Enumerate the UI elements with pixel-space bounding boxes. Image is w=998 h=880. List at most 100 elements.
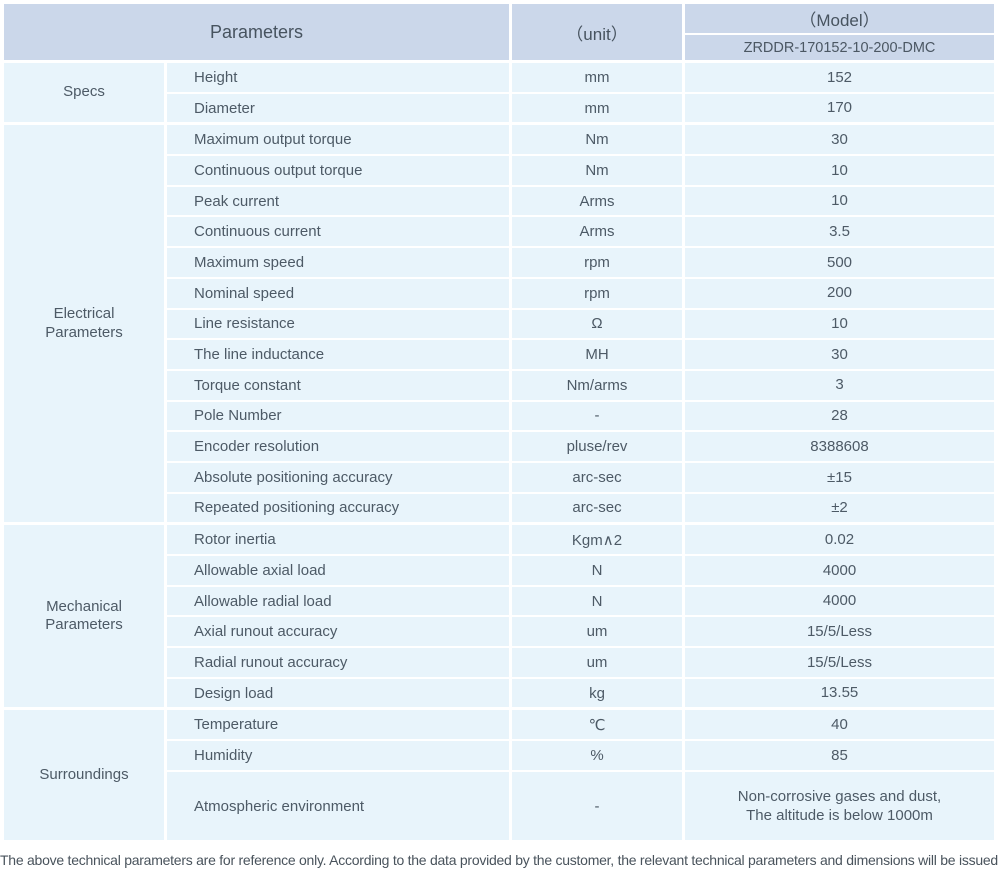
model-value: 85	[685, 741, 994, 770]
parameter-name: The line inductance	[167, 340, 509, 369]
table-body: Specs Height mm 152 Diameter mm 170 Electrical …	[4, 63, 994, 841]
parameter-name: Rotor inertia	[167, 525, 509, 554]
model-value: 200	[685, 278, 994, 308]
model-value: 152	[685, 63, 994, 92]
model-value: 30	[685, 340, 994, 369]
table-row: Line resistance Ω 10	[167, 309, 994, 339]
table-row: Torque constant Nm/arms 3	[167, 370, 994, 400]
parameter-name: Maximum speed	[167, 248, 509, 277]
table-row: Rotor inertia Kgm∧2 0.02	[167, 525, 994, 554]
model-value: 15/5/Less	[685, 617, 994, 647]
table-row: Humidity% 85	[167, 741, 994, 770]
unit-value: Nm	[512, 156, 682, 185]
unit-value: um	[512, 648, 682, 677]
group-cell: Specs	[4, 63, 164, 123]
parameter-name: Axial runout accuracy	[167, 617, 509, 647]
parameter-name: Pole Number	[167, 401, 509, 431]
unit-value: Nm/arms	[512, 370, 682, 400]
model-value: 13.55	[685, 678, 994, 708]
parameter-name: Continuous output torque	[167, 156, 509, 185]
model-value: 10	[685, 186, 994, 216]
group-cell: Electrical Parameters	[4, 125, 164, 523]
parameter-name: Allowable radial load	[167, 586, 509, 616]
unit-value: -	[512, 401, 682, 431]
table-section: Mechanical Parameters Rotor inertia Kgm∧2 0…	[4, 525, 994, 708]
table-row: Continuous output torque Nm 10	[167, 156, 994, 185]
footer-note: The above technical parameters are for r…	[0, 852, 998, 868]
table-row: Axial runout accuracy um 15/5/Less	[167, 617, 994, 647]
parameter-name: Line resistance	[167, 309, 509, 339]
parameter-name: Humidity	[167, 741, 509, 770]
parameter-name: Atmospheric environment	[167, 771, 509, 841]
table-row: Pole Number -28	[167, 401, 994, 431]
table-row: Allowable radial load N 4000	[167, 586, 994, 616]
section-rows: Maximum output torque Nm 30 Continuous outp…	[167, 125, 994, 523]
model-value: 40	[685, 710, 994, 740]
table-row: Absolute positioning accuracy arc-sec ±15	[167, 462, 994, 492]
unit-value: Kgm∧2	[512, 525, 682, 554]
header-unit: （unit）	[512, 4, 682, 60]
table-section: Surroundings Temperature ℃ 40 Humidity% 85 Atm…	[4, 710, 994, 841]
table-row: Maximum speed rpm 500	[167, 248, 994, 277]
table-row: Continuous current Arms 3.5	[167, 217, 994, 247]
unit-value: ℃	[512, 710, 682, 740]
parameter-name: Nominal speed	[167, 278, 509, 308]
spec-table: Parameters （unit） （Model） ZRDDR-170152-1…	[4, 4, 994, 841]
unit-value: %	[512, 741, 682, 770]
table-header-row: Parameters （unit） （Model） ZRDDR-170152-1…	[4, 4, 994, 60]
parameter-name: Temperature	[167, 710, 509, 740]
unit-value: -	[512, 771, 682, 841]
model-value: 30	[685, 125, 994, 155]
parameter-name: Height	[167, 63, 509, 92]
unit-value: MH	[512, 340, 682, 369]
unit-value: arc-sec	[512, 462, 682, 492]
table-row: Height mm 152	[167, 63, 994, 92]
model-value: 8388608	[685, 432, 994, 461]
unit-value: rpm	[512, 278, 682, 308]
table-row: Allowable axial load N 4000	[167, 556, 994, 585]
table-row: Maximum output torque Nm 30	[167, 125, 994, 155]
unit-value: um	[512, 617, 682, 647]
parameter-name: Encoder resolution	[167, 432, 509, 461]
parameter-name: Torque constant	[167, 370, 509, 400]
table-row: Repeated positioning accuracy arc-sec ±2	[167, 493, 994, 523]
model-value: Non-corrosive gases and dust, The altitu…	[685, 771, 994, 841]
parameter-name: Maximum output torque	[167, 125, 509, 155]
table-row: Encoder resolution pluse/rev 8388608	[167, 432, 994, 461]
model-value: 3.5	[685, 217, 994, 247]
model-value: 15/5/Less	[685, 648, 994, 677]
parameter-name: Design load	[167, 678, 509, 708]
unit-value: Ω	[512, 309, 682, 339]
section-rows: Height mm 152 Diameter mm 170	[167, 63, 994, 123]
model-value: 0.02	[685, 525, 994, 554]
parameter-name: Repeated positioning accuracy	[167, 493, 509, 523]
table-row: Radial runout accuracy um 15/5/Less	[167, 648, 994, 677]
table-section: Electrical Parameters Maximum output torq…	[4, 125, 994, 523]
model-value: 3	[685, 370, 994, 400]
model-value: 10	[685, 309, 994, 339]
unit-value: N	[512, 556, 682, 585]
table-row: Design load kg 13.55	[167, 678, 994, 708]
model-value: 28	[685, 401, 994, 431]
unit-value: Nm	[512, 125, 682, 155]
section-rows: Temperature ℃ 40 Humidity% 85 Atmospheric env…	[167, 710, 994, 841]
table-row: Atmospheric environment - Non-corrosive ga…	[167, 771, 994, 841]
table-row: The line inductance MH 30	[167, 340, 994, 369]
header-model-label: （Model）	[685, 4, 994, 33]
unit-value: Arms	[512, 186, 682, 216]
table-row: Temperature ℃ 40	[167, 710, 994, 740]
table-row: Peak current Arms 10	[167, 186, 994, 216]
unit-value: arc-sec	[512, 493, 682, 523]
parameter-name: Diameter	[167, 93, 509, 123]
unit-value: mm	[512, 63, 682, 92]
table-section: Specs Height mm 152 Diameter mm 170	[4, 63, 994, 123]
parameter-name: Continuous current	[167, 217, 509, 247]
unit-value: mm	[512, 93, 682, 123]
header-parameters: Parameters	[4, 4, 509, 60]
parameter-name: Allowable axial load	[167, 556, 509, 585]
group-cell: Surroundings	[4, 710, 164, 841]
parameter-name: Radial runout accuracy	[167, 648, 509, 677]
unit-value: rpm	[512, 248, 682, 277]
model-value: 170	[685, 93, 994, 123]
